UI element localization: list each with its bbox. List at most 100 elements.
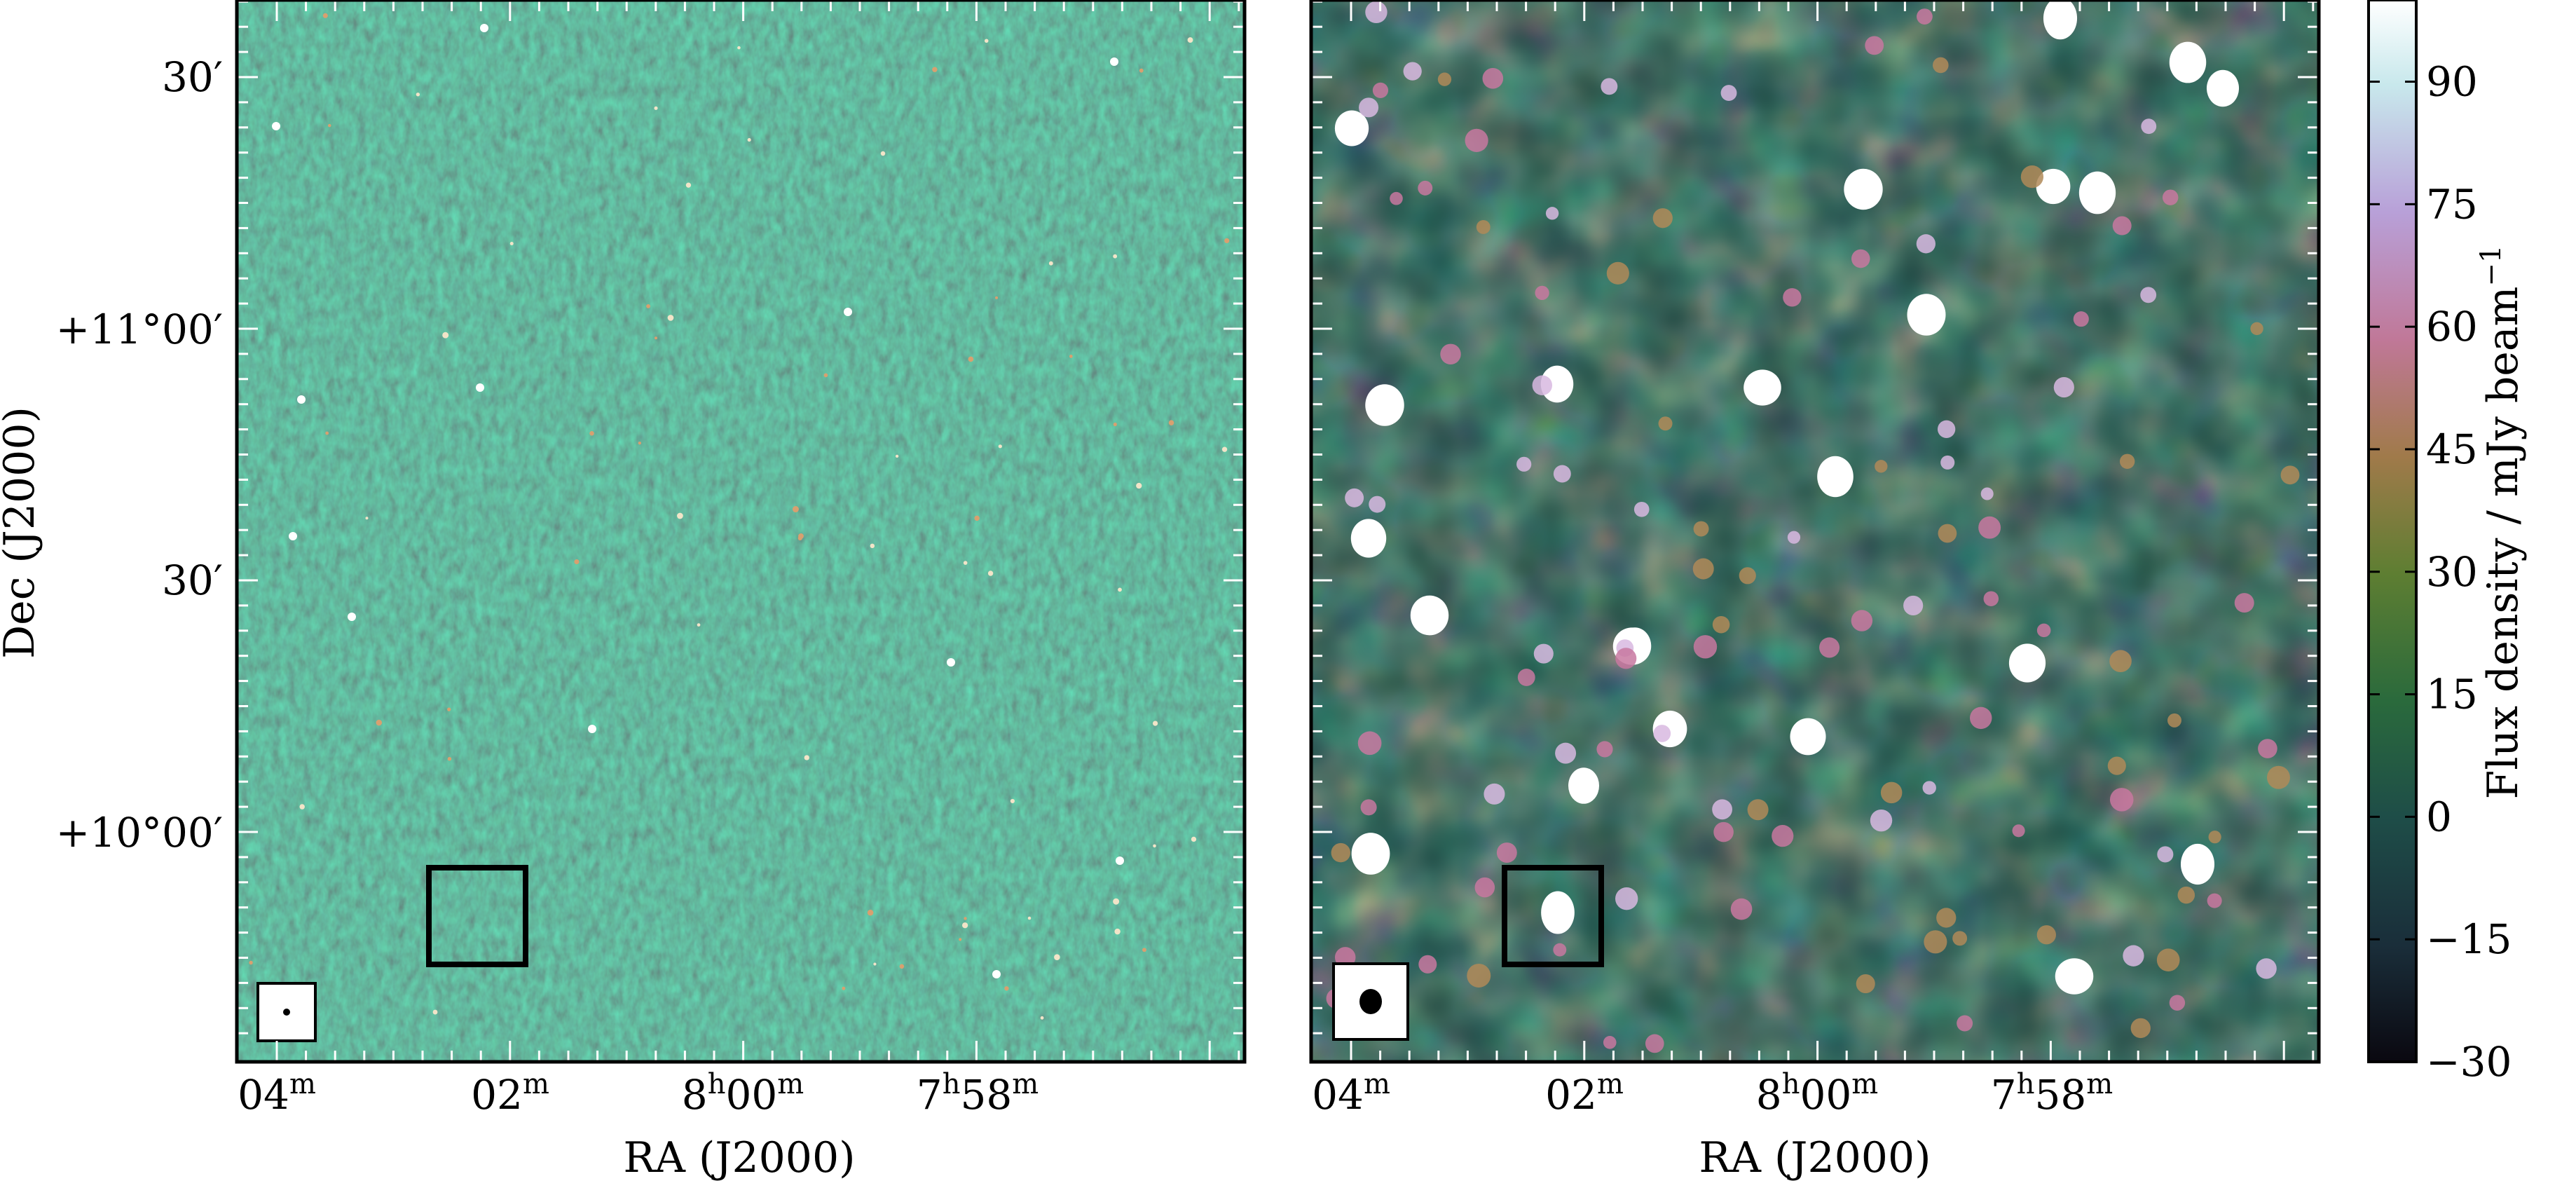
point-source bbox=[792, 506, 799, 513]
point-source bbox=[1658, 416, 1673, 431]
right-x-tick-labels: 04m 02m 8h00m 7h58m bbox=[1312, 1068, 2113, 1119]
point-source bbox=[1004, 986, 1009, 991]
point-source bbox=[2020, 165, 2044, 189]
point-source bbox=[1907, 294, 1946, 336]
x-tick-label: 7h58m bbox=[917, 1068, 1039, 1119]
point-source bbox=[677, 512, 683, 519]
point-source bbox=[2112, 216, 2132, 235]
point-source bbox=[798, 533, 804, 539]
point-source bbox=[1844, 168, 1883, 210]
point-source bbox=[880, 151, 886, 156]
x-tick-label: 04m bbox=[238, 1068, 316, 1119]
point-source bbox=[2234, 593, 2254, 613]
point-source bbox=[1933, 57, 1949, 74]
point-source bbox=[1692, 558, 1714, 580]
point-source bbox=[1372, 82, 1389, 98]
point-source bbox=[1114, 928, 1121, 935]
point-source bbox=[1743, 369, 1781, 406]
point-source bbox=[289, 532, 297, 540]
point-source bbox=[2036, 925, 2056, 945]
point-source bbox=[1653, 725, 1671, 742]
point-source bbox=[1787, 531, 1801, 544]
point-source bbox=[2167, 713, 2181, 728]
point-source bbox=[1482, 68, 1504, 89]
point-source bbox=[844, 308, 852, 316]
point-source bbox=[1603, 1036, 1617, 1049]
point-source bbox=[299, 804, 305, 810]
point-source bbox=[416, 93, 420, 97]
colorbar-tick-label: 60 bbox=[2426, 303, 2478, 350]
point-source bbox=[2109, 788, 2134, 812]
point-source bbox=[1334, 110, 1369, 146]
point-source bbox=[1713, 821, 1734, 842]
colorbar-label: Flux density / mJy beam−1 bbox=[2475, 245, 2528, 800]
right-point-sources bbox=[1326, 0, 2300, 1053]
point-source bbox=[2157, 846, 2174, 863]
point-source bbox=[1652, 208, 1673, 228]
point-source bbox=[992, 970, 1001, 978]
point-source bbox=[1747, 799, 1769, 821]
point-source bbox=[1153, 844, 1156, 848]
point-source bbox=[2123, 945, 2144, 967]
point-source bbox=[961, 922, 968, 929]
point-source bbox=[1403, 62, 1422, 81]
point-source bbox=[2266, 765, 2290, 789]
point-source bbox=[1010, 798, 1015, 804]
point-source bbox=[895, 454, 899, 458]
right-panel bbox=[1309, 0, 2321, 1064]
point-source bbox=[1693, 635, 1718, 659]
colorbar-label-text: Flux density / mJy beam bbox=[2479, 287, 2528, 800]
point-source bbox=[1533, 643, 1554, 664]
point-source bbox=[1545, 207, 1559, 220]
x-tick-label: 8h00m bbox=[682, 1068, 804, 1119]
point-source bbox=[1139, 68, 1144, 73]
point-source bbox=[1730, 898, 1753, 920]
point-source bbox=[1568, 767, 1600, 804]
point-source bbox=[1865, 36, 1884, 55]
point-source bbox=[1474, 877, 1495, 898]
point-source bbox=[1118, 587, 1122, 592]
point-source bbox=[697, 623, 701, 627]
point-source bbox=[747, 138, 751, 142]
point-source bbox=[1535, 285, 1549, 301]
point-source bbox=[1476, 219, 1491, 234]
point-source bbox=[1957, 1015, 1973, 1032]
point-source bbox=[987, 571, 994, 576]
point-source bbox=[1027, 916, 1032, 920]
point-source bbox=[1040, 1016, 1044, 1020]
colorbar-tick-label: 0 bbox=[2426, 793, 2452, 840]
point-source bbox=[1345, 488, 1364, 507]
point-source bbox=[1390, 191, 1403, 205]
point-source bbox=[1369, 496, 1386, 513]
point-source bbox=[964, 917, 967, 920]
point-source bbox=[2036, 623, 2051, 638]
point-source bbox=[1922, 781, 1936, 795]
point-source bbox=[654, 106, 658, 110]
point-source bbox=[1532, 375, 1553, 395]
x-tick-label: 02m bbox=[471, 1068, 549, 1119]
point-source bbox=[1870, 809, 1893, 832]
point-source bbox=[1224, 238, 1230, 243]
colorbar-ticks bbox=[2369, 81, 2416, 1063]
point-source bbox=[737, 46, 741, 50]
point-source bbox=[1633, 501, 1650, 517]
point-source bbox=[1936, 908, 1957, 928]
right-xlabel: RA (J2000) bbox=[1699, 1133, 1931, 1182]
point-source bbox=[1553, 943, 1567, 957]
point-source bbox=[2036, 168, 2071, 205]
point-source bbox=[1152, 721, 1158, 726]
colorbar-tick-label: 45 bbox=[2426, 425, 2478, 473]
point-source bbox=[1937, 420, 1956, 439]
point-source bbox=[1418, 955, 1437, 974]
x-tick-label: 7h58m bbox=[1991, 1068, 2113, 1119]
right-beam bbox=[1359, 989, 1382, 1014]
point-source bbox=[1596, 741, 1613, 758]
left-y-tick-labels: 30′ +11°00′ 30′ +10°00′ bbox=[56, 53, 223, 856]
point-source bbox=[2280, 465, 2300, 485]
point-source bbox=[2109, 650, 2132, 673]
point-source bbox=[1856, 974, 1875, 994]
point-source bbox=[447, 756, 452, 761]
point-source bbox=[1187, 37, 1193, 43]
point-source bbox=[1601, 78, 1618, 95]
